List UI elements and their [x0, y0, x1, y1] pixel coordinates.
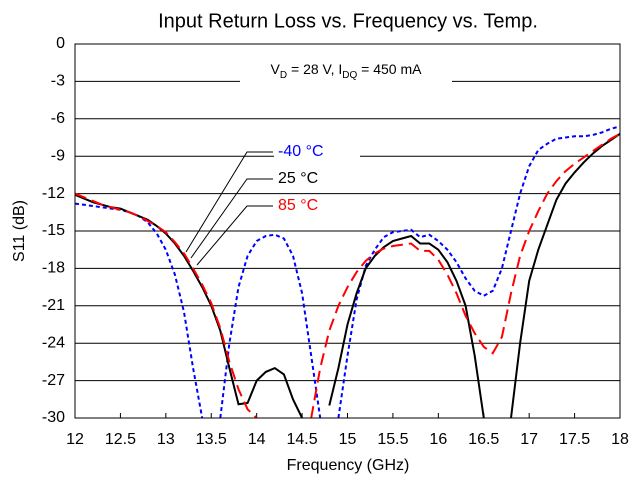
annotation-subscript: D	[280, 70, 287, 81]
legend-label: 85 °C	[278, 197, 318, 214]
y-axis-label: S11 (dB)	[11, 200, 28, 262]
x-axis-label: Frequency (GHz)	[287, 457, 410, 474]
y-tick-label: -9	[51, 147, 65, 164]
x-tick-label: 13.5	[196, 431, 227, 448]
x-tick-label: 16	[429, 431, 447, 448]
annotation-box	[240, 57, 452, 83]
leader-line	[185, 151, 273, 253]
y-tick-label: -15	[42, 222, 65, 239]
annotation-text: V	[271, 61, 281, 77]
x-tick-label: 12	[66, 431, 84, 448]
y-tick-label: -12	[42, 185, 65, 202]
legend-bg	[274, 195, 360, 217]
leader-lines	[185, 151, 273, 266]
annotation-text: = 450 mA	[357, 61, 422, 77]
y-tick-label: -30	[42, 409, 65, 426]
x-tick-label: 15.5	[377, 431, 408, 448]
y-tick-label: 0	[56, 35, 65, 52]
annotation: VD = 28 V, IDQ = 450 mA	[271, 61, 423, 81]
x-tick-label: 14	[248, 431, 266, 448]
plot-frame	[74, 43, 621, 419]
annotation-subscript: DQ	[342, 70, 357, 81]
y-tick-label: -21	[42, 297, 65, 314]
y-tick-label: -24	[42, 334, 65, 351]
x-tick-label: 14.5	[287, 431, 318, 448]
x-tick-label: 15	[339, 431, 357, 448]
x-tick-label: 17.5	[559, 431, 590, 448]
y-tick-label: -3	[51, 73, 65, 90]
series-line	[75, 132, 620, 418]
chart-title: Input Return Loss vs. Frequency vs. Temp…	[158, 10, 538, 32]
x-tick-label: 17	[520, 431, 538, 448]
legend: -40 °C 25 °C 85 °C	[274, 141, 360, 217]
x-tick-label: 18	[611, 431, 629, 448]
y-tick-label: -6	[51, 110, 65, 127]
leader-line	[190, 178, 273, 259]
x-tick-label: 12.5	[105, 431, 136, 448]
lines	[75, 125, 620, 418]
x-tick-label: 13	[157, 431, 175, 448]
leader-line	[196, 205, 273, 266]
y-tick-label: -18	[42, 260, 65, 277]
y-tick-label: -27	[42, 372, 65, 389]
legend-bg	[274, 141, 360, 163]
legend-label: -40 °C	[278, 143, 324, 160]
legend-label: 25 °C	[278, 170, 318, 187]
x-tick-label: 16.5	[468, 431, 499, 448]
legend-bg	[274, 168, 360, 190]
annotation-text: = 28 V, I	[287, 61, 342, 77]
